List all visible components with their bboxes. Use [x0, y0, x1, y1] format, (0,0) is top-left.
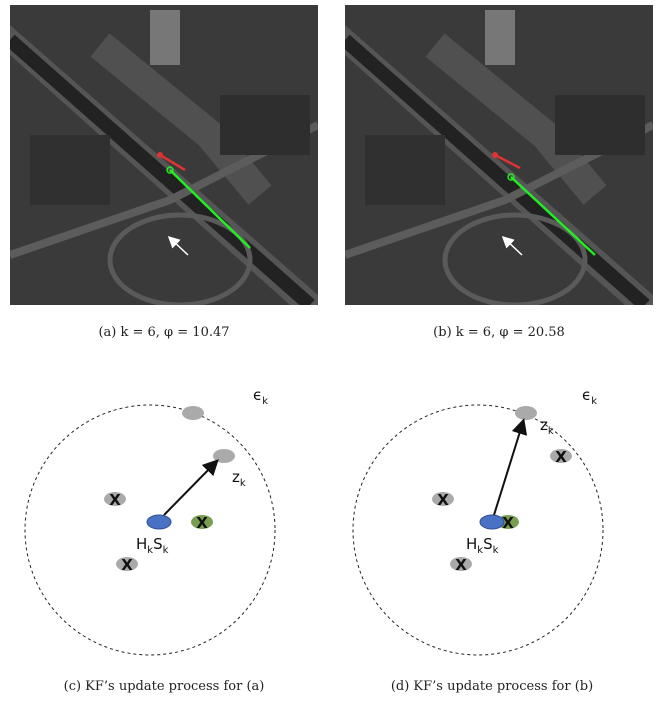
label: ϵk	[253, 386, 268, 407]
diagram: X X X X zk HkSk ϵk	[353, 386, 603, 655]
label: HkSk	[136, 535, 169, 556]
mark: X	[121, 556, 133, 574]
aerial-image	[345, 5, 653, 305]
mark: X	[196, 514, 208, 532]
label: zk	[540, 416, 554, 437]
caption: (d) KF’s update process for (b)	[391, 679, 593, 694]
caption: (c) KF’s update process for (a)	[64, 679, 265, 694]
label: zk	[232, 468, 246, 489]
aerial-image	[10, 5, 318, 305]
mark: X	[555, 448, 567, 466]
label: HkSk	[466, 535, 499, 556]
caption: (a) k = 6, φ = 10.47	[98, 325, 229, 340]
diagram: X X X zk HkSk ϵk	[25, 386, 275, 655]
mark: X	[437, 491, 449, 509]
mark: X	[109, 491, 121, 509]
label: ϵk	[582, 386, 597, 407]
caption: (b) k = 6, φ = 20.58	[433, 325, 565, 340]
mark: X	[455, 556, 467, 574]
figure: (a) k = 6, φ = 10.47 (b) k = 6, φ = 20.5…	[0, 0, 656, 714]
